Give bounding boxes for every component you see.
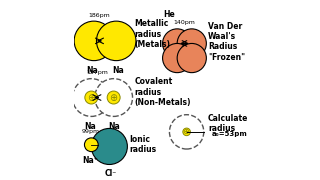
Circle shape: [95, 79, 132, 116]
Circle shape: [183, 128, 190, 136]
Circle shape: [91, 129, 127, 165]
Text: Na: Na: [112, 66, 124, 75]
Text: He: He: [164, 10, 175, 19]
Text: Metallic
radius
(Metals): Metallic radius (Metals): [134, 19, 170, 49]
Circle shape: [74, 21, 114, 61]
Text: 140pm: 140pm: [173, 20, 196, 25]
Text: 99pm: 99pm: [81, 129, 100, 134]
Text: Na⁺: Na⁺: [83, 156, 98, 165]
Text: Na: Na: [108, 122, 120, 130]
Text: Ionic
radius: Ionic radius: [129, 135, 156, 154]
Circle shape: [177, 43, 206, 73]
Circle shape: [72, 79, 110, 116]
Circle shape: [177, 29, 206, 58]
Text: $\oplus$: $\oplus$: [182, 127, 191, 136]
Text: $\oplus$: $\oplus$: [109, 92, 118, 103]
Circle shape: [170, 115, 204, 149]
Text: $\oplus$: $\oplus$: [87, 92, 96, 103]
Circle shape: [163, 29, 192, 58]
Text: Cl⁻: Cl⁻: [105, 169, 117, 178]
Text: Na: Na: [84, 122, 96, 130]
Text: 186pm: 186pm: [89, 13, 110, 18]
Text: Covalent
radius
(Non-Metals): Covalent radius (Non-Metals): [134, 77, 191, 107]
Text: Van Der
Waal's
Radius
"Frozen": Van Der Waal's Radius "Frozen": [208, 22, 245, 62]
Text: Calculate
radius: Calculate radius: [208, 114, 248, 133]
Circle shape: [163, 43, 192, 73]
Circle shape: [84, 138, 98, 152]
Circle shape: [96, 21, 136, 61]
Text: a₀=53pm: a₀=53pm: [212, 130, 247, 137]
Text: 157pm: 157pm: [86, 70, 108, 75]
Text: Na: Na: [86, 66, 98, 75]
